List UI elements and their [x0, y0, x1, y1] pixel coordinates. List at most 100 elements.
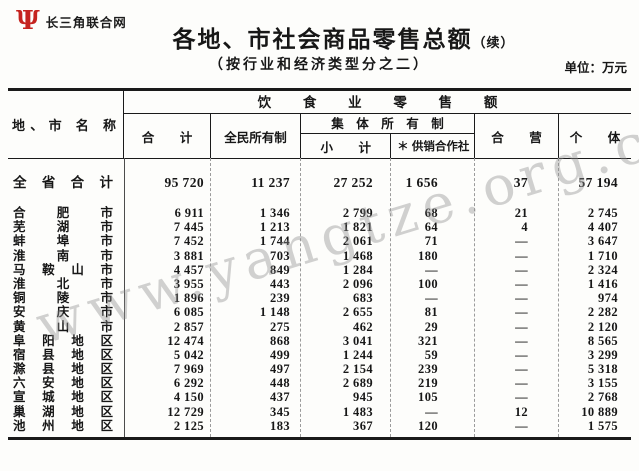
region-name: 池 州 地 区	[13, 418, 113, 433]
value-total: 6 292	[173, 376, 204, 391]
col-header-subtotal: 小 计	[320, 140, 371, 155]
table-row: 阜 阳 地 区 12 474 868 3 041 321 — 8 565	[8, 334, 631, 348]
value-individual: 3 299	[587, 347, 618, 362]
value-supply-coop: 321	[418, 333, 438, 348]
table-body: 合 肥 市 6 911 1 346 2 799 68 21 2 745 芜 湖 …	[8, 206, 631, 433]
col-header-state-owned: 全民所有制	[210, 114, 300, 158]
value-individual: 2 324	[587, 262, 618, 277]
value-collective-subtotal: 367	[353, 418, 373, 433]
region-name-cell: 滁 县 地 区	[8, 362, 124, 376]
value-supply-coop: 180	[418, 248, 438, 263]
value-total: 2 125	[173, 418, 204, 433]
column-divider	[210, 158, 211, 437]
value-joint: —	[515, 376, 528, 391]
value-supply-coop: —	[425, 291, 438, 306]
value-collective-subtotal: 683	[353, 291, 373, 306]
value-individual: 2 120	[587, 319, 618, 334]
col-header-total: 合 计	[141, 130, 193, 145]
table-row: 芜 湖 市 7 445 1 213 1 821 64 4 4 407	[8, 220, 631, 234]
value-collective-subtotal: 2 154	[342, 362, 373, 377]
value-state-owned: 11 237	[251, 175, 290, 190]
table-row: 宣 城 地 区 4 150 437 945 105 — 2 768	[8, 390, 631, 404]
table-row: 六 安 地 区 6 292 448 2 689 219 — 3 155	[8, 376, 631, 390]
value-individual: 1 575	[587, 418, 618, 433]
region-name-cell: 池 州 地 区	[8, 419, 124, 433]
region-name-cell: 黄 山 市	[8, 320, 124, 334]
value-joint: —	[515, 276, 528, 291]
value-collective-subtotal: 1 468	[342, 248, 373, 263]
table-row: 安 庆 市 6 085 1 148 2 655 81 — 2 282	[8, 305, 631, 319]
value-supply-coop: —	[425, 262, 438, 277]
table-row: 合 肥 市 6 911 1 346 2 799 68 21 2 745	[8, 206, 631, 220]
value-total: 4 150	[173, 390, 204, 405]
value-joint: —	[515, 305, 528, 320]
table-row: 铜 陵 市 1 896 239 683 — — 974	[8, 291, 631, 305]
value-collective-subtotal: 1 821	[342, 220, 373, 235]
value-state-owned: 1 744	[259, 234, 290, 249]
value-state-owned: 443	[270, 276, 290, 291]
value-joint: —	[515, 234, 528, 249]
value-supply-coop: 239	[418, 362, 438, 377]
value-state-owned: 448	[270, 376, 290, 391]
value-total: 12 729	[167, 404, 204, 419]
table-row: 蚌 埠 市 7 452 1 744 2 061 71 — 3 647	[8, 234, 631, 248]
value-joint: —	[515, 362, 528, 377]
value-joint: 12	[514, 404, 528, 419]
psi-trident-icon: Ψ	[16, 6, 40, 36]
value-collective-subtotal: 1 483	[342, 404, 373, 419]
value-joint: —	[515, 248, 528, 263]
value-joint: 4	[521, 220, 528, 235]
table-row: 黄 山 市 2 857 275 462 29 — 2 120	[8, 320, 631, 334]
value-total: 12 474	[167, 333, 204, 348]
site-name: 长三角联合网	[45, 15, 127, 30]
value-total: 2 857	[173, 319, 204, 334]
value-individual: 2 768	[587, 390, 618, 405]
value-supply-coop: —	[425, 404, 438, 419]
value-individual: 974	[598, 291, 618, 306]
value-joint: —	[515, 262, 528, 277]
value-collective-subtotal: 27 252	[333, 175, 373, 190]
col-header-collective: 集 体 所 有 制	[301, 114, 474, 134]
column-divider	[124, 158, 125, 437]
value-total: 6 085	[173, 305, 204, 320]
col-header-supply-coop: ＊ 供销合作社	[390, 134, 474, 158]
title-suffix: （续）	[472, 35, 515, 50]
region-name: 巢 湖 地 区	[13, 404, 113, 419]
value-total: 95 720	[164, 175, 204, 190]
value-state-owned: 849	[270, 262, 290, 277]
column-divider	[558, 158, 559, 437]
region-name: 全 省 合 计	[13, 175, 113, 190]
region-name: 淮 北 市	[13, 276, 113, 291]
value-collective-subtotal: 2 655	[342, 305, 373, 320]
region-name-cell: 合 肥 市	[8, 206, 124, 220]
region-name-cell: 蚌 埠 市	[8, 234, 124, 248]
value-total: 7 969	[173, 362, 204, 377]
value-total: 3 955	[173, 276, 204, 291]
region-name-cell: 淮 南 市	[8, 249, 124, 263]
value-joint: —	[515, 333, 528, 348]
region-name: 蚌 埠 市	[13, 234, 113, 249]
value-state-owned: 437	[270, 390, 290, 405]
table-row: 滁 县 地 区 7 969 497 2 154 239 — 5 318	[8, 362, 631, 376]
value-collective-subtotal: 1 284	[342, 262, 373, 277]
value-individual: 57 194	[578, 175, 618, 190]
region-name-cell: 马 鞍 山 市	[8, 263, 124, 277]
table-row: 马 鞍 山 市 4 457 849 1 284 — — 2 324	[8, 263, 631, 277]
value-supply-coop: 100	[418, 276, 438, 291]
table-header: 地、市 名 称 饮 食 业 零 售 额 合 计 全民所有制 集 体 所 有 制 …	[8, 91, 631, 159]
value-columns-header: 饮 食 业 零 售 额 合 计 全民所有制 集 体 所 有 制 小 计 ＊ 供销…	[124, 91, 631, 158]
value-supply-coop: 1 656	[405, 175, 438, 190]
table-row: 池 州 地 区 2 125 183 367 120 — 1 575	[8, 419, 631, 433]
value-state-owned: 1 148	[259, 305, 290, 320]
region-name: 宣 城 地 区	[13, 390, 113, 405]
value-joint: 37	[513, 175, 528, 190]
region-name-cell: 巢 湖 地 区	[8, 405, 124, 419]
value-collective-subtotal: 2 689	[342, 376, 373, 391]
column-divider	[300, 158, 301, 437]
title-text: 各地、市社会商品零售总额	[172, 26, 473, 52]
region-name: 宿 县 地 区	[13, 347, 113, 362]
value-supply-coop: 68	[424, 206, 438, 220]
value-state-owned: 275	[270, 319, 290, 334]
region-name: 合 肥 市	[13, 206, 113, 220]
